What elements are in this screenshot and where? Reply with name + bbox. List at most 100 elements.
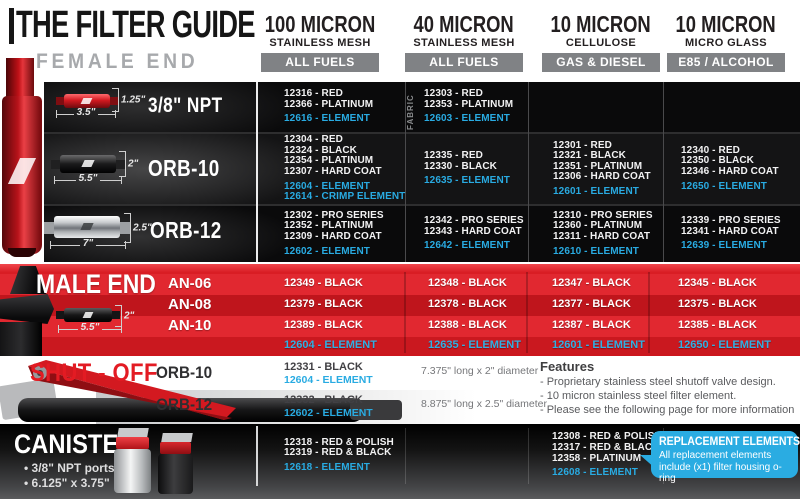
fuel-badge: GAS & DIESEL [542, 53, 660, 72]
an06-microglass-cell: 12345 - BLACK [678, 277, 757, 289]
orb12-microglass-cell: 12339 - PRO SERIES 12341 - HARD COAT 126… [681, 206, 800, 262]
elements-list: 12642 - ELEMENT [424, 240, 510, 252]
length-dimension: 5.5" [54, 173, 122, 184]
parts-list: 12339 - PRO SERIES 12341 - HARD COAT [681, 215, 781, 237]
an10-cellulose-cell: 12387 - BLACK [552, 319, 631, 331]
female-end-label: FEMALE END [36, 50, 199, 73]
an06-40micron-cell: 12348 - BLACK [428, 277, 507, 289]
male-end-section [0, 264, 800, 356]
row-separator [44, 204, 800, 206]
parts-list: 12302 - PRO SERIES 12352 - PLATINUM 1230… [284, 209, 384, 242]
an08-cellulose-cell: 12377 - BLACK [552, 298, 631, 310]
row-label-an08: AN-08 [168, 296, 212, 313]
filter-tip [8, 248, 36, 257]
male-element-microglass: 12650 - ELEMENT [678, 339, 771, 351]
male-row-stripe [0, 274, 800, 295]
row-separator [44, 132, 800, 134]
micron-label: 10 MICRON [550, 11, 652, 37]
an08-microglass-cell: 12375 - BLACK [678, 298, 757, 310]
features-title: Features [540, 359, 595, 374]
micron-label: 10 MICRON [675, 11, 777, 37]
column-divider [256, 82, 258, 262]
shutoff-row-label-orb12: ORB-12 [156, 395, 213, 414]
orb12-40micron-cell: 12342 - PRO SERIES 12343 - HARD COAT 126… [424, 206, 546, 262]
canister-100micron-cell: 12318 - RED & POLISH 12319 - RED & BLACK… [284, 424, 414, 487]
male-element-cellulose: 12601 - ELEMENT [552, 339, 645, 351]
aeromotive-logo-mark [80, 98, 93, 104]
media-label: CELLULOSE [565, 37, 637, 49]
column-divider [405, 82, 406, 262]
shutoff-valve-image [0, 360, 402, 422]
male-element-100micron: 12604 - ELEMENT [284, 339, 377, 351]
column-divider [526, 272, 528, 353]
callout-tail [640, 455, 656, 469]
orb10-filter-image [115, 160, 125, 169]
male-filter-image [64, 308, 112, 322]
column-divider [528, 82, 529, 262]
fuel-badge: ALL FUELS [261, 53, 379, 72]
male-row-stripe [0, 337, 800, 354]
parts-list: 12318 - RED & POLISH 12319 - RED & BLACK [284, 436, 394, 459]
parts-list: 12308 - RED & POLISH 12317 - RED & BLACK… [552, 431, 662, 464]
length-dim-label: 5.5" [80, 322, 100, 333]
height-dimension: 2" [119, 151, 138, 177]
npt-filter-image [64, 94, 110, 108]
height-dim-label: 1.25" [121, 94, 146, 106]
column-divider [256, 426, 258, 486]
npt-40micron-cell: 12303 - RED 12353 - PLATINUM 12603 - ELE… [424, 82, 546, 132]
callout-title: REPLACEMENT ELEMENTS [659, 436, 800, 448]
elements-list: 12616 - ELEMENT [284, 113, 370, 125]
height-dimension: 2.5" [124, 213, 152, 243]
elements-list: 12608 - ELEMENT [552, 467, 638, 479]
column-header-100-micron: 100 MICRON STAINLESS MESH ALL FUELS [245, 13, 395, 72]
an10-100micron-cell: 12389 - BLACK [284, 319, 363, 331]
shutoff-orb10-part: 12331 - BLACK [284, 361, 363, 373]
aeromotive-logo-mark [82, 312, 94, 318]
parts-list: 12342 - PRO SERIES 12343 - HARD COAT [424, 215, 524, 237]
column-divider [663, 82, 664, 262]
media-label: MICRO GLASS [684, 37, 767, 49]
row-label-orb10: ORB-10 [148, 155, 220, 181]
row-npt [44, 82, 800, 132]
elements-list: 12650 - ELEMENT [681, 180, 767, 192]
male-filter-image [56, 311, 65, 319]
orb10-cellulose-cell: 12301 - RED 12321 - BLACK 12351 - PLATIN… [553, 134, 675, 204]
shutoff-orb12-element: 12602 - ELEMENT [284, 407, 373, 419]
elements-list: 12618 - ELEMENT [284, 461, 370, 473]
orb10-100micron-cell: 12304 - RED 12324 - BLACK 12354 - PLATIN… [284, 134, 406, 204]
length-dim-label: 3.5" [76, 107, 96, 118]
shutoff-orb12-dimensions: 8.875" long x 2.5" diameter [421, 398, 547, 410]
orb10-microglass-cell: 12340 - RED 12350 - BLACK 12346 - HARD C… [681, 134, 800, 204]
npt-filter-image [56, 97, 65, 105]
column-divider [404, 272, 406, 353]
orb10-40micron-cell: 12335 - RED 12330 - BLACK 12635 - ELEMEN… [424, 134, 546, 204]
row-label-orb12: ORB-12 [150, 217, 222, 243]
parts-list: 12303 - RED 12353 - PLATINUM [424, 88, 514, 110]
aeromotive-logo-mark [80, 223, 94, 230]
shutoff-orb10-element: 12604 - ELEMENT [284, 374, 373, 386]
male-row-stripe [0, 316, 800, 337]
media-label: STAINLESS MESH [269, 37, 371, 49]
male-end-title: MALE END [36, 269, 156, 299]
an-fitting-hex [0, 294, 54, 324]
an08-100micron-cell: 12379 - BLACK [284, 298, 363, 310]
length-dimension: 7" [50, 238, 126, 249]
canister-specs: • 3/8" NPT ports. • 6.125" x 3.75" [24, 461, 118, 490]
shutoff-orb10-dimensions: 7.375" long x 2" diameter [421, 365, 539, 377]
fabric-note: FABRIC [406, 94, 415, 130]
parts-list: 12301 - RED 12321 - BLACK 12351 - PLATIN… [553, 139, 651, 183]
male-filter-image [111, 311, 120, 319]
column-header-10-micron-cellulose: 10 MICRON CELLULOSE GAS & DIESEL [526, 11, 676, 72]
shutoff-row-label-orb10: ORB-10 [156, 363, 213, 382]
orb12-filter-image [54, 216, 120, 238]
canister-bracket [117, 428, 149, 437]
column-divider [648, 272, 650, 353]
canister-body-black [158, 454, 193, 494]
aeromotive-logo-mark [81, 160, 95, 167]
elements-list: 12604 - ELEMENT 12614 - CRIMP ELEMENT [284, 180, 406, 203]
orb12-filter-image [44, 222, 55, 234]
canister-cap-red [160, 442, 191, 454]
orb12-filter-image [119, 222, 130, 234]
orb10-filter-image [51, 160, 61, 169]
column-header-40-micron: 40 MICRON STAINLESS MESH ALL FUELS [389, 13, 539, 72]
